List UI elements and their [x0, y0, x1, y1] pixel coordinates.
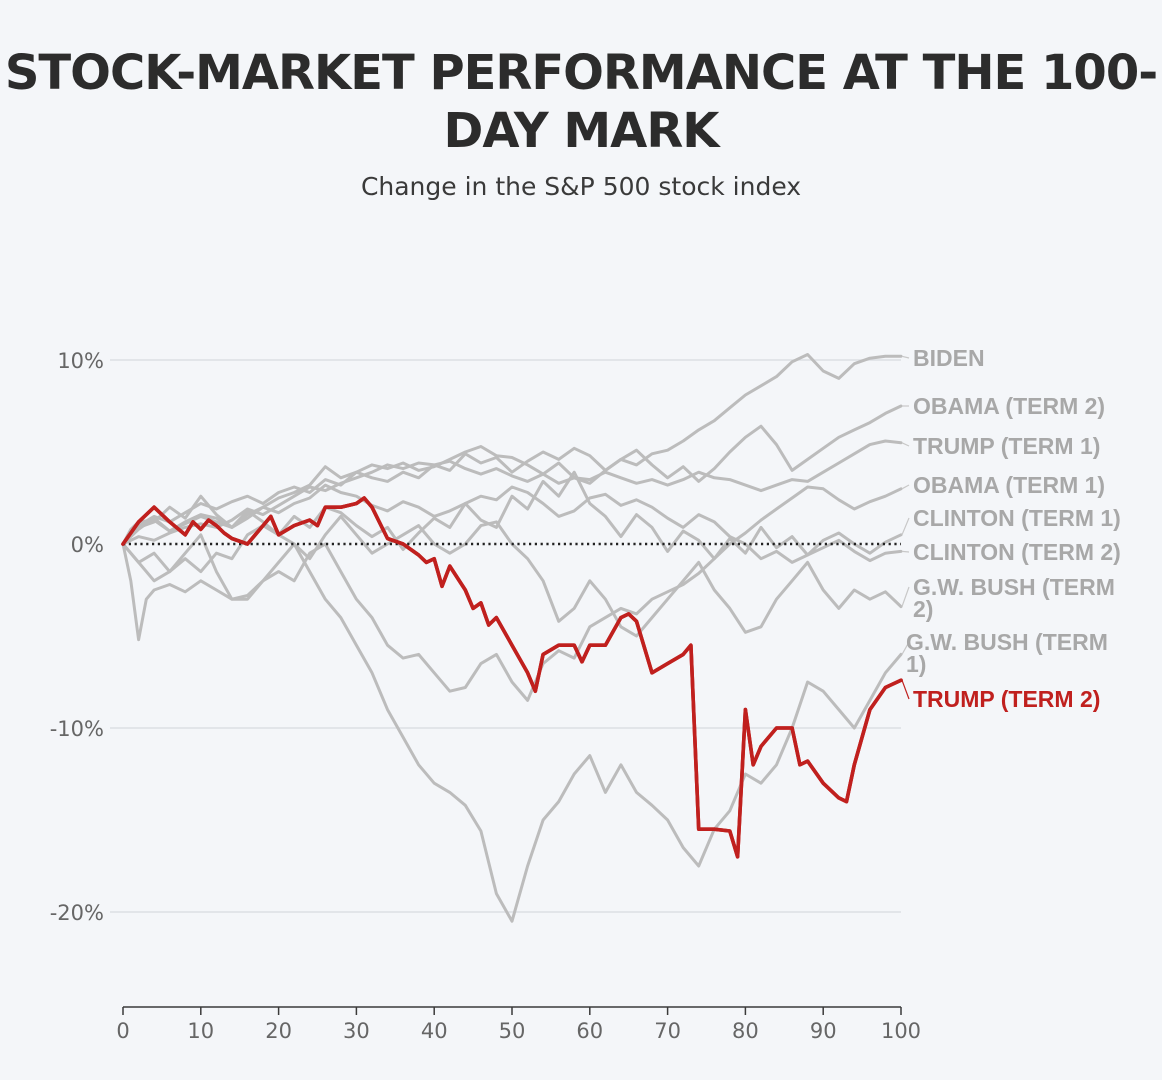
y-tick-label: -10%	[50, 717, 104, 741]
chart-subtitle: Change in the S&P 500 stock index	[360, 172, 802, 201]
label-connector	[901, 550, 910, 553]
series-label-line: G.W. BUSH (TERM	[913, 574, 1115, 600]
x-tick-label: 30	[343, 1019, 370, 1043]
x-tick-label: 50	[499, 1019, 526, 1043]
x-tick-label: 80	[732, 1019, 759, 1043]
label-connector	[901, 517, 910, 536]
series-line-clinton-term-2	[121, 470, 903, 563]
x-tick-label: 20	[265, 1019, 292, 1043]
series-label: G.W. BUSH (TERM 2)	[913, 574, 1115, 622]
x-tick-label: 40	[421, 1019, 448, 1043]
x-tick-label: 70	[654, 1019, 681, 1043]
series-line-g-w-bush-term-2	[121, 514, 903, 638]
label-connector	[901, 679, 910, 700]
y-tick-label: 0%	[71, 533, 104, 557]
series-layer	[121, 353, 903, 923]
series-label-line: BIDEN	[913, 345, 985, 371]
series-label: TRUMP (TERM 2)	[913, 686, 1100, 712]
series-label-line: TRUMP (TERM 2)	[913, 686, 1100, 712]
x-tick-label: 0	[116, 1019, 129, 1043]
label-connector	[901, 442, 910, 447]
series-label-line: TRUMP (TERM 1)	[913, 433, 1100, 459]
x-tick-label: 100	[881, 1019, 921, 1043]
series-label: CLINTON (TERM 2)	[913, 539, 1121, 565]
series-label-line: 2)	[913, 596, 933, 622]
x-tick-label: 10	[187, 1019, 214, 1043]
series-label: OBAMA (TERM 1)	[913, 472, 1105, 498]
series-label-line: 1)	[906, 651, 926, 677]
series-line-g-w-bush-term-1	[121, 524, 903, 923]
axis-layer: 10% 0% -10% -20% 0 10 20 30 40 50 60 70 80 90 100	[50, 349, 921, 1043]
y-tick-label: -20%	[50, 901, 104, 925]
x-tick-label: 60	[576, 1019, 603, 1043]
series-label-line: CLINTON (TERM 2)	[913, 539, 1121, 565]
chart-title: STOCK-MARKET PERFORMANCE AT THE 100-DAY …	[4, 45, 1158, 159]
series-line-obama-term-2	[121, 404, 903, 546]
series-label: TRUMP (TERM 1)	[913, 433, 1100, 459]
label-layer: BIDEN OBAMA (TERM 2) TRUMP (TERM 1) OBAMA (…	[901, 345, 1121, 712]
label-connector	[901, 586, 910, 607]
series-line-trump-term-2	[121, 496, 903, 859]
series-label-line: OBAMA (TERM 1)	[913, 472, 1105, 498]
label-connector	[901, 484, 910, 490]
label-connector	[901, 355, 910, 359]
series-line-clinton-term-1	[121, 483, 903, 564]
series-line-obama-term-1	[121, 485, 903, 702]
x-tick-label: 90	[810, 1019, 837, 1043]
y-tick-label: 10%	[57, 349, 104, 373]
series-label: CLINTON (TERM 1)	[913, 505, 1121, 531]
series-label-line: CLINTON (TERM 1)	[913, 505, 1121, 531]
series-label: OBAMA (TERM 2)	[913, 393, 1105, 419]
series-line-highlight	[121, 496, 903, 859]
series-label: BIDEN	[913, 345, 985, 371]
series-label: G.W. BUSH (TERM 1)	[906, 629, 1108, 677]
series-label-line: OBAMA (TERM 2)	[913, 393, 1105, 419]
label-connector	[901, 641, 910, 655]
series-label-line: G.W. BUSH (TERM	[906, 629, 1108, 655]
